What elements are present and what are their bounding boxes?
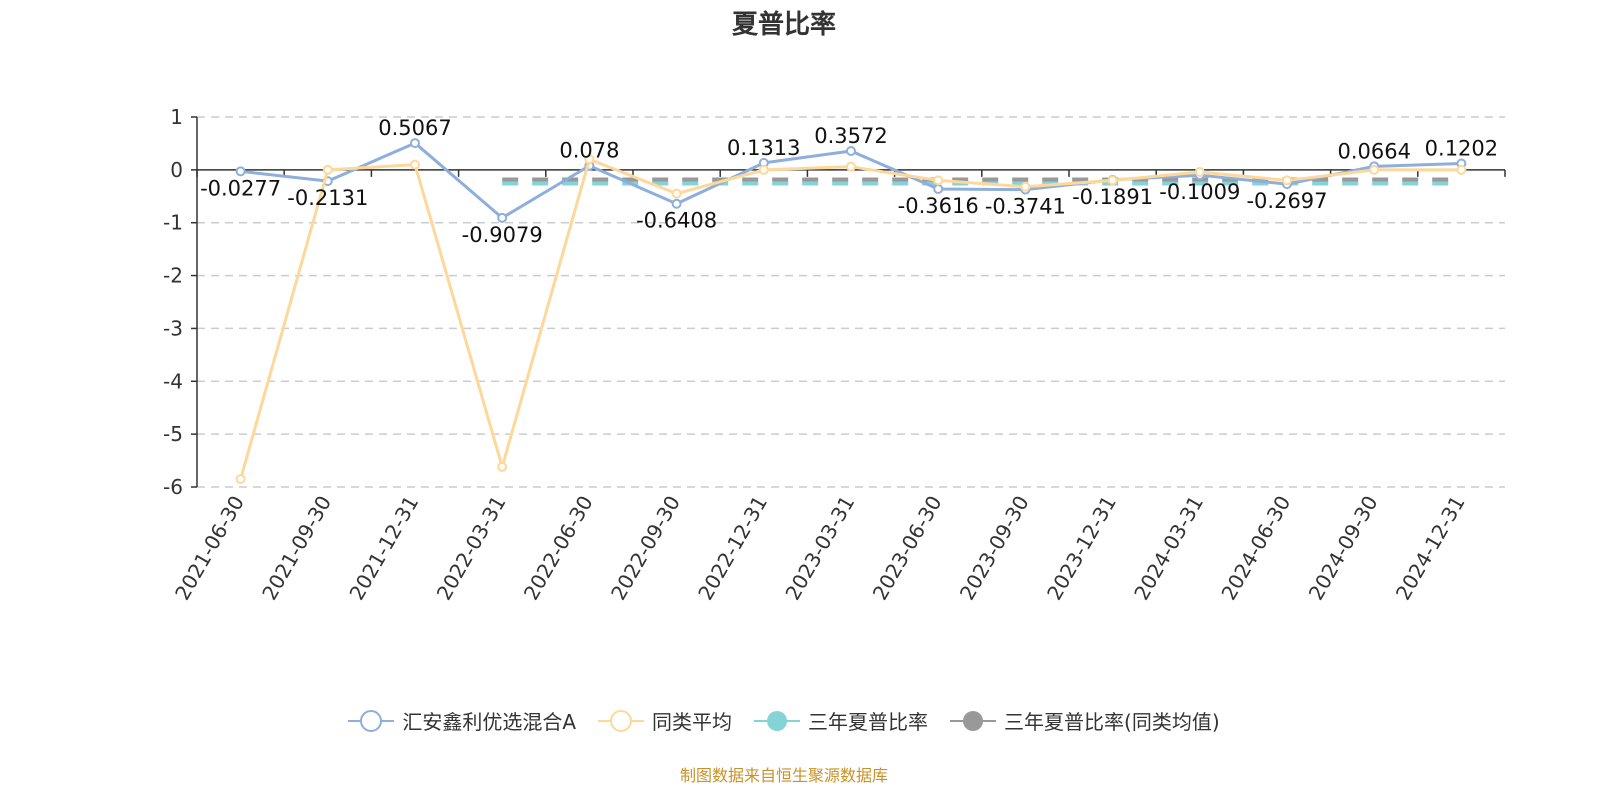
- svg-text:2024-03-31: 2024-03-31: [1129, 492, 1208, 605]
- svg-text:2022-12-31: 2022-12-31: [693, 492, 772, 605]
- legend-label: 同类平均: [652, 710, 733, 734]
- svg-text:2024-12-31: 2024-12-31: [1391, 492, 1470, 605]
- series-lines: [235, 138, 1467, 485]
- svg-text:-1: -1: [163, 211, 183, 235]
- svg-text:2021-12-31: 2021-12-31: [344, 492, 423, 605]
- svg-text:2021-06-30: 2021-06-30: [170, 492, 249, 605]
- legend-item-fund[interactable]: 汇安鑫利优选混合A: [348, 706, 576, 735]
- svg-text:2023-06-30: 2023-06-30: [868, 491, 947, 604]
- svg-text:-0.2697: -0.2697: [1246, 189, 1327, 213]
- svg-text:2021-09-30: 2021-09-30: [257, 492, 336, 605]
- legend: 汇安鑫利优选混合A 同类平均 三年夏普比率 三年夏普比率(同类均值): [0, 706, 1568, 735]
- svg-text:0.3572: 0.3572: [814, 124, 887, 148]
- svg-text:-0.0277: -0.0277: [200, 176, 281, 200]
- svg-text:2023-03-31: 2023-03-31: [780, 492, 859, 605]
- svg-text:2023-09-30: 2023-09-30: [955, 492, 1034, 605]
- legend-item-three-year-sharpe[interactable]: 三年夏普比率: [754, 706, 928, 735]
- chart-title: 夏普比率: [731, 10, 836, 40]
- filled-circle-line-icon: [950, 710, 997, 731]
- svg-text:-0.2131: -0.2131: [287, 186, 368, 210]
- svg-text:2022-09-30: 2022-09-30: [606, 492, 685, 605]
- legend-label: 三年夏普比率: [808, 710, 929, 734]
- grid-lines: [197, 116, 1505, 488]
- svg-text:-0.1009: -0.1009: [1159, 180, 1240, 204]
- data-labels: -0.0277 -0.2131 0.5067 -0.9079 0.078 -0.6408 0…: [200, 116, 1498, 247]
- data-source-note: 制图数据来自恒生聚源数据库: [679, 766, 888, 785]
- svg-text:-4: -4: [163, 369, 183, 393]
- svg-text:0.5067: 0.5067: [378, 116, 451, 140]
- svg-text:-0.3616: -0.3616: [898, 194, 979, 218]
- svg-text:-6: -6: [163, 475, 183, 499]
- legend-label: 三年夏普比率(同类均值): [1004, 710, 1220, 734]
- svg-text:1: 1: [170, 105, 183, 129]
- svg-text:-0.6408: -0.6408: [636, 209, 717, 233]
- svg-text:2023-12-31: 2023-12-31: [1042, 492, 1121, 605]
- hollow-circle-line-icon: [348, 709, 395, 732]
- svg-text:-0.3741: -0.3741: [985, 195, 1066, 219]
- svg-text:-5: -5: [163, 422, 183, 446]
- filled-circle-line-icon: [754, 710, 801, 731]
- x-axis: 2021-06-30 2021-09-30 2021-12-31 2022-03-31…: [170, 169, 1506, 605]
- svg-text:0.1313: 0.1313: [727, 136, 800, 160]
- svg-text:-0.9079: -0.9079: [462, 223, 543, 247]
- hollow-circle-line-icon: [598, 709, 645, 732]
- svg-text:-0.1891: -0.1891: [1072, 185, 1153, 209]
- legend-item-peer-average[interactable]: 同类平均: [598, 706, 732, 735]
- line-chart: 1 0 -1 -2 -3 -4 -5 -6 2021-06-30 2021-09-30 2021-…: [163, 105, 1506, 605]
- svg-text:0.078: 0.078: [559, 139, 619, 163]
- y-axis: 1 0 -1 -2 -3 -4 -5 -6: [163, 105, 198, 499]
- legend-label: 汇安鑫利优选混合A: [402, 710, 577, 734]
- svg-text:-2: -2: [163, 264, 183, 288]
- svg-text:0.0664: 0.0664: [1337, 139, 1410, 163]
- legend-item-three-year-sharpe-peer[interactable]: 三年夏普比率(同类均值): [950, 706, 1220, 735]
- svg-text:2022-06-30: 2022-06-30: [519, 492, 598, 605]
- svg-text:2022-03-31: 2022-03-31: [432, 492, 511, 605]
- svg-text:-3: -3: [163, 316, 183, 340]
- svg-text:2024-09-30: 2024-09-30: [1304, 492, 1383, 605]
- svg-text:2024-06-30: 2024-06-30: [1216, 492, 1295, 605]
- svg-text:0.1202: 0.1202: [1425, 137, 1498, 161]
- svg-text:0: 0: [170, 158, 183, 182]
